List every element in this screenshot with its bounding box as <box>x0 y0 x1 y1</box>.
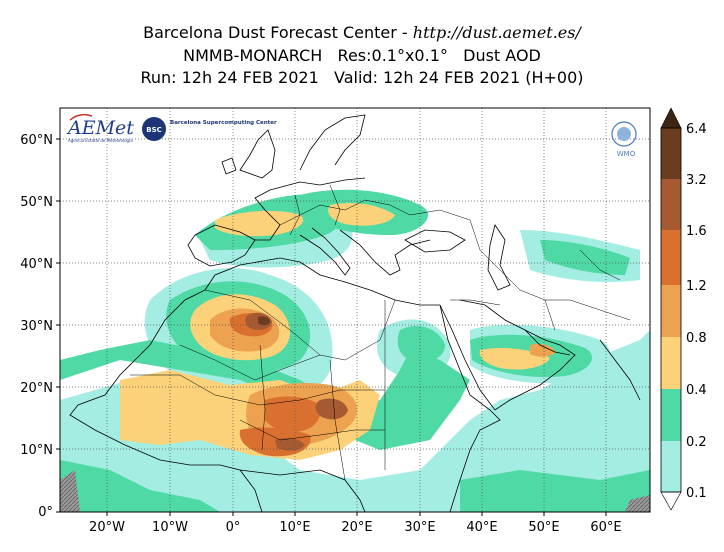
lon-label-30e: 30°E <box>404 520 435 535</box>
colorbar-label-6.4: 6.4 <box>686 122 707 137</box>
title-line-2: NMMB-MONARCH Res:0.1°x0.1° Dust AOD <box>183 46 541 65</box>
aemet-swoosh-icon <box>69 113 93 121</box>
colorbar-label-0.1: 0.1 <box>686 486 707 501</box>
lon-label-0: 0° <box>226 520 241 535</box>
bsc-globe-icon <box>142 117 166 141</box>
colorbar-bin-0.1-0.2 <box>661 389 681 441</box>
lat-label-50n: 50°N <box>20 195 53 210</box>
wmo-logo: WMO <box>611 121 637 158</box>
lat-label-20n: 20°N <box>20 381 53 396</box>
lon-label-20w: 20°W <box>89 520 125 535</box>
colorbar-label-0.4: 0.4 <box>686 383 707 398</box>
lon-label-20e: 20°E <box>341 520 372 535</box>
lat-label-10n: 10°N <box>20 443 53 458</box>
colorbar-max-extend <box>660 107 682 129</box>
title-url: http://dust.aemet.es/ <box>412 23 581 42</box>
title-line-3: Run: 12h 24 FEB 2021 Valid: 12h 24 FEB 2… <box>140 68 584 87</box>
lon-label-10w: 10°W <box>152 520 188 535</box>
wmo-logo-text: WMO <box>617 150 636 158</box>
colorbar-label-1.2: 1.2 <box>686 279 707 294</box>
lon-label-40e: 40°E <box>466 520 497 535</box>
aemet-logo-subtext: Agencia Estatal de Meteorología <box>68 138 133 143</box>
wmo-globe-icon <box>617 127 631 141</box>
colorbar-label-0.2: 0.2 <box>686 435 707 450</box>
colorbar-bin-1.6-3.2 <box>661 128 681 179</box>
lat-label-60n: 60°N <box>20 133 53 148</box>
lat-label-40n: 40°N <box>20 257 53 272</box>
colorbar-min-extend <box>660 491 682 511</box>
colorbar-label-0.8: 0.8 <box>686 331 707 346</box>
colorbar-bin-lowest <box>661 441 681 492</box>
lat-label-30n: 30°N <box>20 319 53 334</box>
title-prefix: Barcelona Dust Forecast Center - <box>143 23 413 42</box>
lon-label-60e: 60°E <box>590 520 621 535</box>
dust-aod-field <box>60 108 650 512</box>
lat-label-0: 0° <box>38 505 53 520</box>
bsc-logo-caption: Barcelona Supercomputing Center <box>170 120 277 126</box>
coastlines <box>69 114 641 512</box>
colorbar-label-1.6: 1.6 <box>686 224 707 239</box>
colorbar-bin-0.4-0.8 <box>661 285 681 337</box>
wmo-emblem-icon <box>611 121 637 147</box>
bsc-logo-text: BSC <box>146 126 162 134</box>
map-frame <box>59 107 651 513</box>
aemet-logo: AEMet Agencia Estatal de Meteorología <box>66 113 134 143</box>
colorbar-label-3.2: 3.2 <box>686 173 707 188</box>
lon-label-50e: 50°E <box>528 520 559 535</box>
colorbar-bin-1.2-1.6 <box>661 179 681 230</box>
aemet-logo-text: AEMet <box>66 117 134 139</box>
colorbar-bin-0.8-1.2 <box>661 230 681 285</box>
bsc-logo: BSC Barcelona Supercomputing Center <box>142 117 277 141</box>
lon-label-10e: 10°E <box>279 520 310 535</box>
colorbar-bin-0.2-0.4 <box>661 337 681 389</box>
colorbar: 6.4 3.2 1.6 1.2 0.8 0.4 0.2 0.1 <box>660 107 707 511</box>
country-borders <box>130 184 631 481</box>
title-line-1: Barcelona Dust Forecast Center - http://… <box>0 22 724 43</box>
